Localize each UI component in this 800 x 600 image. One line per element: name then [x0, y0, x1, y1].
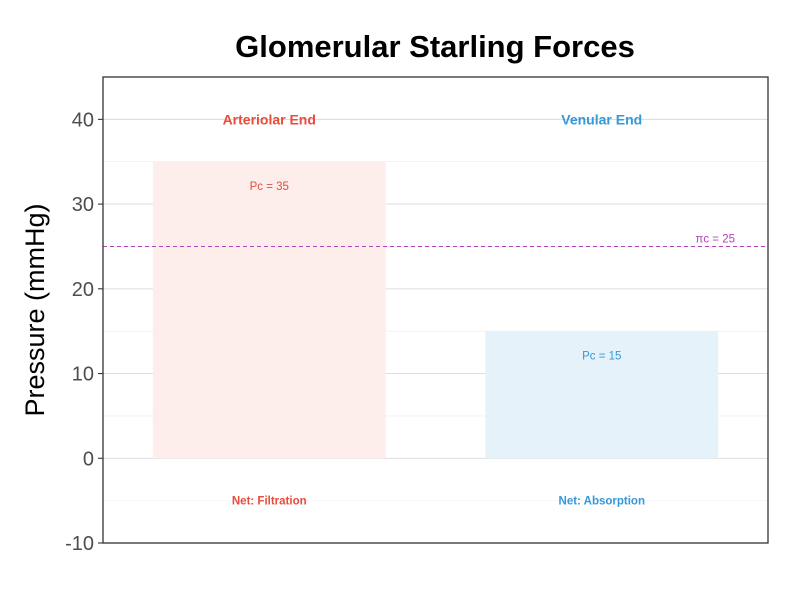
axes: -10 0 10 20 30 40	[65, 76, 769, 555]
chart-title: Glomerular Starling Forces	[235, 29, 635, 64]
net-label-1: Net: Absorption	[559, 496, 645, 508]
bar-value-label-1: Pc = 15	[582, 351, 621, 363]
bar-arteriolar	[152, 161, 386, 459]
bar-value-label-0: Pc = 35	[250, 181, 289, 193]
region-label-0: Arteriolar End	[223, 111, 316, 127]
y-tick-label-4: 30	[72, 194, 94, 216]
y-tick-label-1: 0	[83, 448, 94, 470]
reference-line-group: πc = 25	[103, 233, 768, 247]
region-label-1: Venular End	[561, 111, 642, 127]
y-axis-label: Pressure (mmHg)	[20, 203, 50, 416]
y-tick-label-2: 10	[72, 364, 94, 386]
reference-line-label: πc = 25	[695, 233, 735, 245]
net-label-0: Net: Filtration	[232, 496, 307, 508]
chart-labels: Arteriolar End Pc = 35 Net: Filtration Venu…	[223, 111, 645, 507]
bar-venular	[485, 331, 719, 459]
bars	[152, 161, 719, 459]
y-tick-label-3: 20	[72, 279, 94, 301]
plot-panel-border	[102, 76, 769, 544]
y-tick-label-5: 40	[72, 109, 94, 131]
y-tick-label-0: -10	[65, 533, 94, 555]
